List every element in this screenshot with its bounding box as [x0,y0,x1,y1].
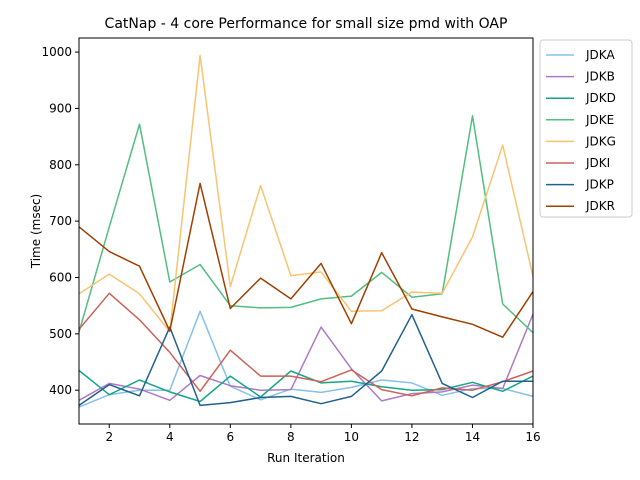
series-line-jdkr [78,182,534,338]
series-line-jdkd [78,369,534,403]
plot-frame [78,37,534,425]
series-line-jdkp [78,313,533,407]
legend-label-jdki: JDKI [585,156,610,170]
x-axis: 2 4 6 8 10 12 14 16 [105,424,541,444]
plot-lines [78,54,534,408]
x-tick-label: 2 [105,430,113,444]
y-tick-label: 500 [49,327,72,341]
legend: JDKA JDKB JDKD JDKE JDKG JDKI JDKP JDKR [539,39,633,218]
y-axis: 400 500 600 700 800 900 1000 [41,45,79,397]
x-tick-label: 12 [404,430,419,444]
legend-label-jdkr: JDKR [585,199,615,213]
x-tick-label: 8 [287,430,295,444]
y-tick-label: 600 [49,270,72,284]
legend-box [539,39,633,218]
series-line-jdki [78,292,534,397]
x-tick-label: 4 [166,430,174,444]
y-tick-label: 800 [49,158,72,172]
y-axis-label: Time (msec) [29,194,43,269]
y-tick-label: 400 [49,383,72,397]
chart-title: CatNap - 4 core Performance for small si… [105,16,508,32]
y-tick-label: 900 [49,101,72,115]
series-line-jdke [78,115,534,334]
legend-label-jdkd: JDKD [585,91,616,105]
x-tick-label: 6 [227,430,235,444]
x-axis-label: Run Iteration [267,451,345,465]
legend-label-jdkg: JDKG [585,134,616,148]
y-tick-label: 1000 [41,45,72,59]
legend-label-jdka: JDKA [585,48,615,62]
x-tick-label: 16 [525,430,540,444]
x-tick-label: 14 [465,430,480,444]
legend-label-jdke: JDKE [585,113,614,127]
y-tick-label: 700 [49,214,72,228]
legend-label-jdkb: JDKB [585,70,615,84]
series-line-jdkg [78,54,534,333]
series-line-jdka [78,310,534,408]
x-tick-label: 10 [344,430,359,444]
legend-label-jdkp: JDKP [585,178,614,192]
